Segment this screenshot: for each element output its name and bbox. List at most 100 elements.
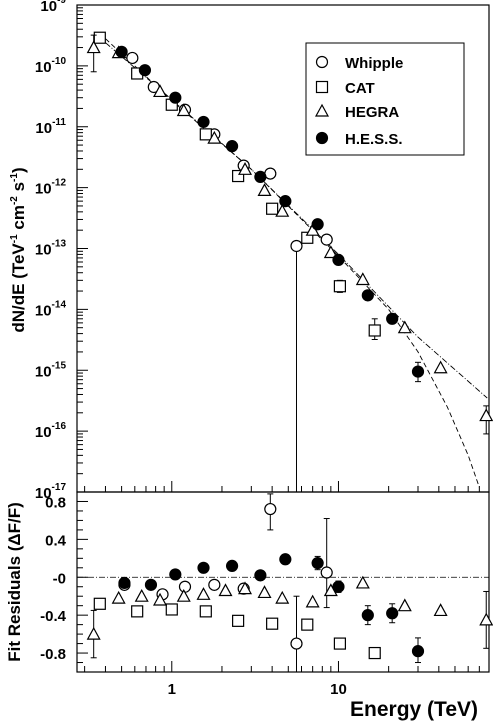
residual-y-tick-label: 0.4 xyxy=(45,532,67,549)
residual-series-hegra xyxy=(86,575,493,659)
legend-label-hess: H.E.S.S. xyxy=(345,131,403,148)
residual-point xyxy=(165,603,178,616)
residual-point xyxy=(238,581,253,595)
residual-point xyxy=(290,637,303,650)
data-point xyxy=(368,324,381,337)
data-point xyxy=(238,162,253,175)
data-point xyxy=(397,320,412,334)
data-point xyxy=(290,239,303,253)
data-point xyxy=(254,170,267,184)
residual-point xyxy=(218,583,233,597)
data-point xyxy=(176,103,191,117)
residuals-data-points xyxy=(86,493,493,673)
spectrum-data-points xyxy=(86,31,493,493)
y-tick-label: 10-9 xyxy=(40,0,66,15)
spectrum-fit-curves xyxy=(105,38,488,488)
residual-point xyxy=(257,585,272,599)
y-tick-label: 10-16 xyxy=(35,421,67,441)
data-point xyxy=(225,140,239,153)
data-point xyxy=(301,231,314,244)
y-tick-label: 10-17 xyxy=(35,482,67,502)
residual-point xyxy=(386,607,399,620)
x-axis-label: Energy (TeV) xyxy=(350,698,478,721)
residual-point xyxy=(479,612,493,626)
legend-entry-whipple: Whipple xyxy=(315,55,403,72)
data-point xyxy=(199,128,212,141)
y-tick-label: 10-10 xyxy=(35,56,67,76)
legend-entry-hegra: HEGRA xyxy=(314,103,399,121)
data-point xyxy=(264,167,277,180)
residual-series-h-e-s-s xyxy=(118,553,425,664)
residual-point xyxy=(169,568,182,581)
residual-point xyxy=(208,578,221,591)
residual-point xyxy=(196,587,211,600)
data-point xyxy=(138,64,152,77)
residual-point xyxy=(254,569,267,582)
y-tick-label: 10-11 xyxy=(35,117,66,137)
spectrum-panel: 10-9 10-10 10-11 10-12 10-13 10-14 10-15 10-16 1… xyxy=(9,0,493,502)
residual-point xyxy=(301,618,314,631)
legend-label-cat: CAT xyxy=(345,80,375,97)
series-hegra xyxy=(86,34,493,435)
residual-point xyxy=(355,575,370,589)
data-point xyxy=(207,130,222,144)
residual-y-tick-label: 0.8 xyxy=(45,494,66,511)
data-point xyxy=(361,289,374,302)
residual-y-tick-label: -0 xyxy=(53,570,66,587)
residual-point xyxy=(279,553,292,566)
residual-point xyxy=(368,646,381,660)
residual-point xyxy=(86,626,101,640)
data-point xyxy=(257,183,272,197)
legend-filled-circle-icon xyxy=(315,131,329,145)
residual-point xyxy=(311,556,324,570)
residuals-y-axis-label: Fit Residuals (ΔF/F) xyxy=(5,502,24,662)
residual-point xyxy=(144,578,158,591)
residual-point xyxy=(275,590,290,604)
residual-point xyxy=(118,576,131,590)
residual-point xyxy=(320,566,333,579)
data-point xyxy=(333,280,347,293)
residual-series-cat xyxy=(93,597,381,660)
data-point xyxy=(115,45,128,58)
residual-point xyxy=(305,594,320,608)
legend-label-hegra: HEGRA xyxy=(345,104,399,121)
data-point xyxy=(275,203,290,217)
legend-open-circle-icon xyxy=(315,55,329,69)
data-point xyxy=(93,31,106,44)
y-tick-label: 10-12 xyxy=(35,178,67,198)
data-point xyxy=(153,84,168,98)
data-point xyxy=(126,51,139,65)
data-point xyxy=(311,218,324,231)
fit-curve-dash-dot xyxy=(105,42,488,399)
residual-point xyxy=(411,645,425,658)
residual-point xyxy=(131,605,144,618)
residual-point xyxy=(266,617,279,630)
legend-open-square-icon xyxy=(315,80,329,94)
residual-point xyxy=(264,502,277,516)
data-point xyxy=(479,408,493,422)
residual-point xyxy=(232,614,245,627)
legend-box xyxy=(305,42,465,156)
residual-point xyxy=(93,597,106,610)
data-point xyxy=(232,169,245,183)
residuals-plot-frame xyxy=(76,491,490,673)
series-whipple xyxy=(126,51,333,493)
spectrum-x-axis-ticks xyxy=(84,481,490,492)
data-point xyxy=(355,272,370,286)
legend-open-triangle-icon xyxy=(314,103,330,117)
data-point xyxy=(266,202,279,215)
data-point xyxy=(411,365,425,378)
residual-point xyxy=(134,588,149,602)
residual-point xyxy=(197,561,210,574)
residuals-x-axis: 1 10 xyxy=(84,661,490,698)
data-point xyxy=(332,253,345,266)
data-point xyxy=(86,40,101,54)
residual-point xyxy=(178,580,192,593)
spectrum-y-axis-label: dN/dE (TeV-1 cm-2 s-1) xyxy=(9,167,28,332)
legend: Whipple CAT HEGRA H.E.S.S. xyxy=(305,42,465,156)
y-tick-label: 10-13 xyxy=(35,239,67,259)
residual-point xyxy=(361,609,374,622)
series-h-e-s-s xyxy=(115,45,425,383)
residual-point xyxy=(111,590,126,604)
